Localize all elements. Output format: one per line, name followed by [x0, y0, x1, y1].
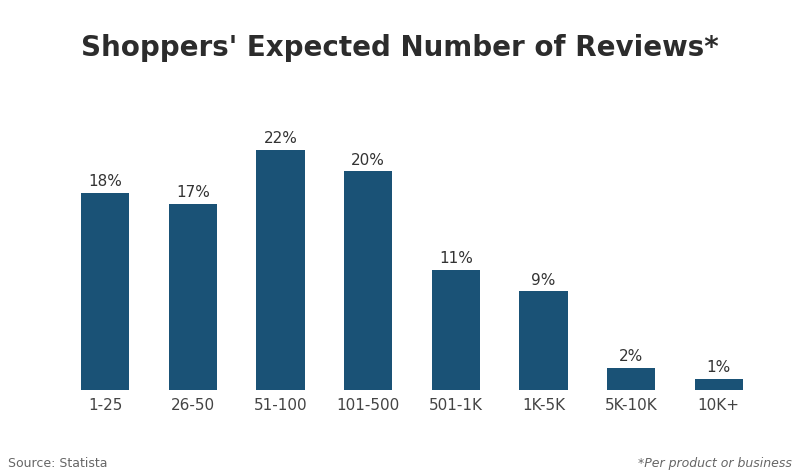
Text: 2%: 2%: [619, 349, 643, 364]
Bar: [432, 269, 480, 390]
Text: 17%: 17%: [176, 185, 210, 200]
Bar: [257, 150, 305, 389]
Text: 18%: 18%: [88, 174, 122, 190]
Text: *Per product or business: *Per product or business: [638, 457, 792, 470]
Bar: [169, 204, 217, 390]
Text: Source: Statista: Source: Statista: [8, 457, 107, 470]
Bar: [694, 379, 743, 390]
Bar: [81, 193, 130, 390]
Text: 20%: 20%: [351, 152, 385, 168]
Bar: [519, 291, 567, 390]
Text: 9%: 9%: [531, 273, 556, 287]
Text: Shoppers' Expected Number of Reviews*: Shoppers' Expected Number of Reviews*: [81, 34, 719, 61]
Bar: [344, 171, 392, 390]
Text: 22%: 22%: [263, 131, 298, 146]
Text: 11%: 11%: [439, 251, 473, 266]
Bar: [607, 368, 655, 390]
Text: 1%: 1%: [706, 360, 731, 375]
